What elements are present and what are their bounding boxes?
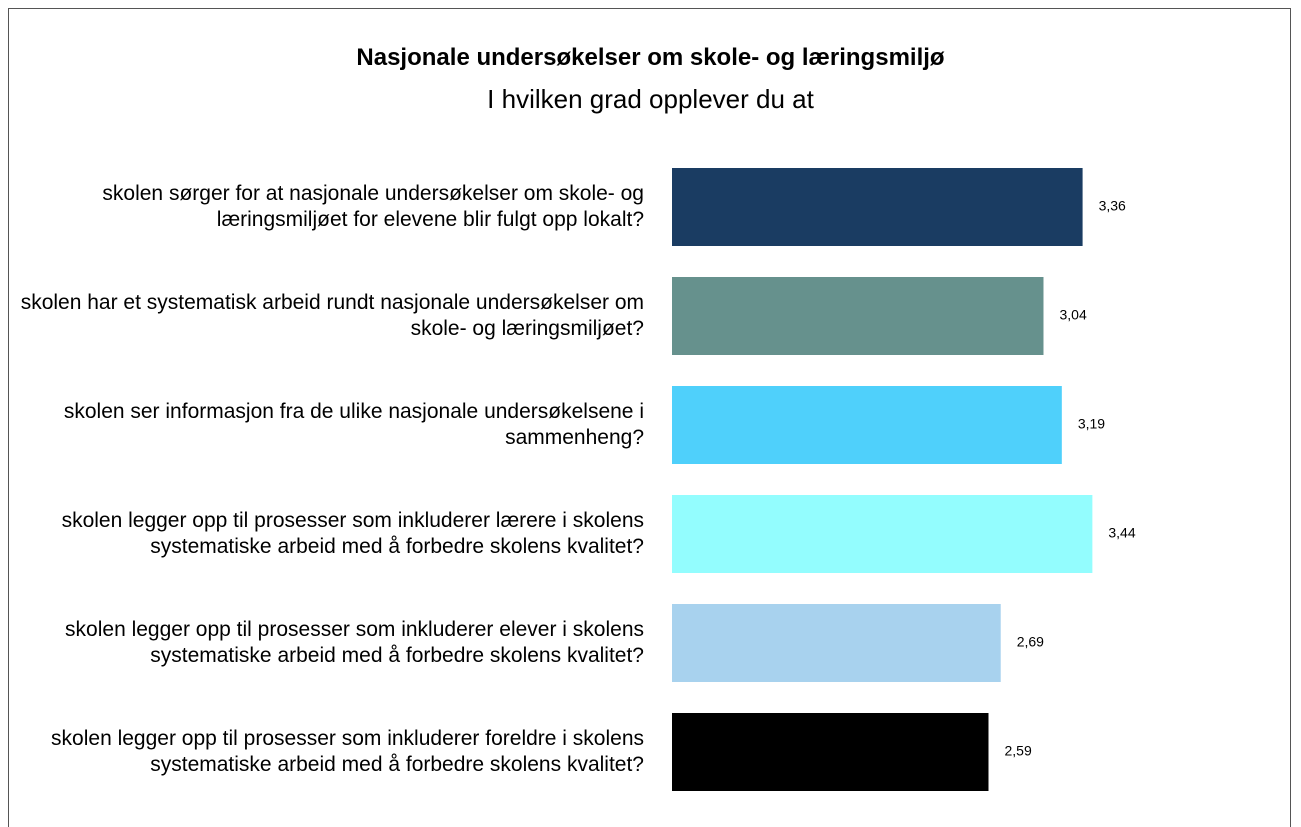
category-label: skolen har et systematisk arbeid rundt n… [20,291,644,340]
value-label: 3,04 [1059,307,1086,323]
bar [672,168,1083,246]
bar [672,386,1062,464]
chart-subtitle: I hvilken grad opplever du at [487,84,814,114]
category-label: skolen legger opp til prosesser som inkl… [61,509,644,558]
bar [672,604,1001,682]
category-label: skolen ser informasjon fra de ulike nasj… [63,400,644,449]
value-label: 2,69 [1017,634,1044,650]
value-label: 2,59 [1004,743,1031,759]
bar [672,277,1044,355]
value-label: 3,19 [1078,416,1105,432]
bar [672,713,989,791]
category-label: skolen legger opp til prosesser som inkl… [51,727,644,776]
category-label: skolen legger opp til prosesser som inkl… [65,618,644,667]
bar [672,495,1093,573]
chart-title: Nasjonale undersøkelser om skole- og lær… [356,44,945,71]
category-label: skolen sørger for at nasjonale undersøke… [102,182,644,231]
value-label: 3,36 [1099,198,1126,214]
chart-frame [8,8,1291,827]
value-label: 3,44 [1108,525,1135,541]
